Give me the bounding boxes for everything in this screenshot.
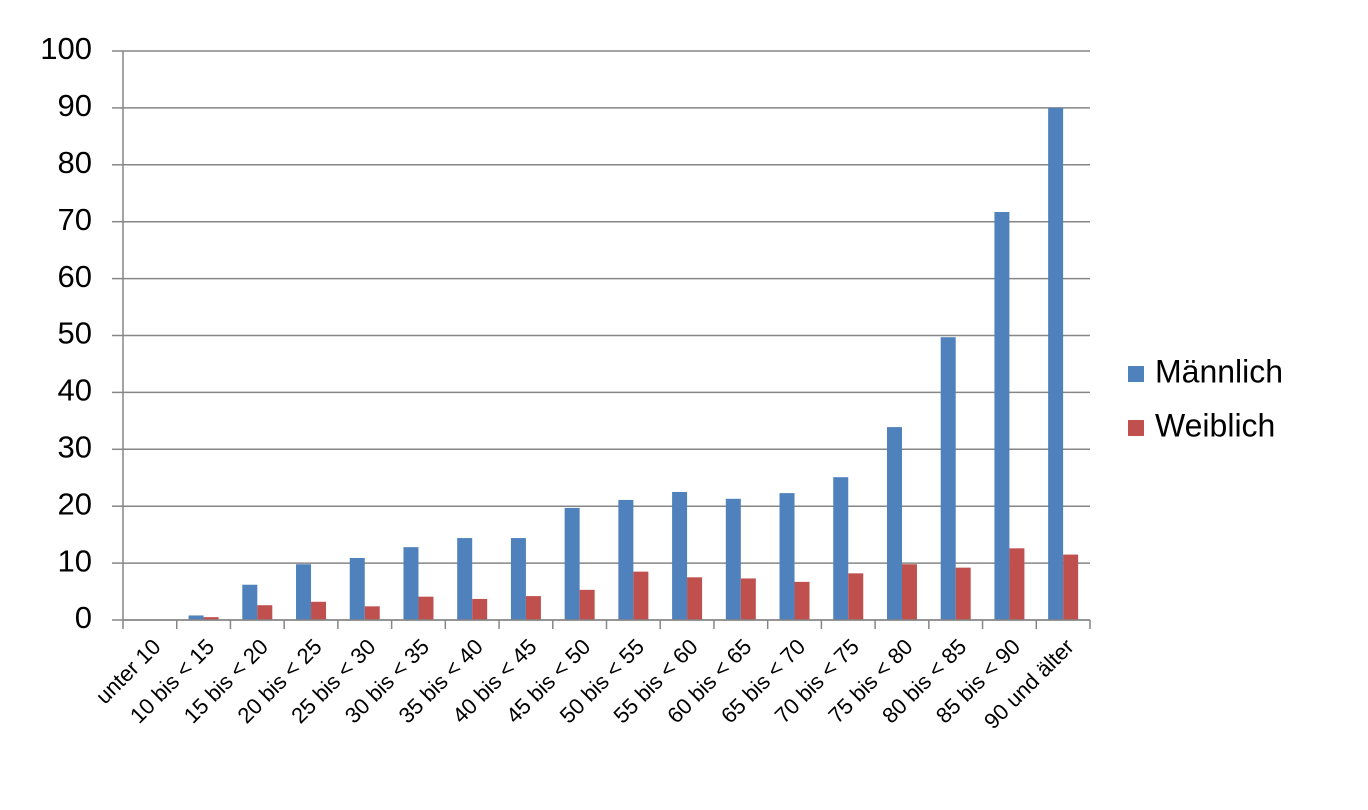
y-tick-label: 90 — [58, 88, 92, 123]
bar — [794, 581, 810, 620]
bar — [457, 538, 473, 620]
legend-label: Männlich — [1155, 353, 1283, 389]
bar — [188, 615, 204, 620]
bar — [242, 584, 258, 620]
bar — [901, 564, 917, 620]
legend-swatch — [1128, 420, 1144, 436]
bar — [833, 477, 849, 620]
bar — [564, 507, 580, 620]
y-tick-label: 100 — [40, 31, 92, 66]
y-tick-label: 80 — [58, 145, 92, 180]
bar — [940, 337, 956, 620]
bar — [886, 427, 902, 620]
legend-swatch — [1128, 366, 1144, 382]
bar — [257, 605, 273, 620]
bar — [848, 573, 864, 620]
bar — [633, 571, 649, 620]
bar — [672, 491, 688, 620]
bar — [618, 499, 634, 620]
y-tick-label: 70 — [58, 202, 92, 237]
bar — [472, 598, 488, 620]
bar — [955, 567, 971, 620]
bar — [1063, 554, 1079, 620]
bar — [740, 578, 756, 620]
bar — [510, 538, 526, 620]
y-tick-label: 40 — [58, 373, 92, 408]
bar — [364, 606, 380, 620]
y-tick-label: 10 — [58, 543, 92, 578]
bar — [579, 589, 595, 620]
bar — [418, 596, 434, 620]
legend-label: Weiblich — [1155, 407, 1275, 443]
y-tick-label: 60 — [58, 259, 92, 294]
bar — [311, 601, 327, 620]
bar — [994, 212, 1010, 621]
y-tick-label: 50 — [58, 316, 92, 351]
bar — [203, 617, 219, 620]
bar — [296, 564, 312, 620]
bar — [779, 493, 795, 620]
bar — [349, 557, 365, 620]
bar — [725, 498, 741, 620]
bar — [1048, 107, 1064, 620]
y-tick-label: 20 — [58, 486, 92, 521]
y-tick-label: 30 — [58, 429, 92, 464]
bar — [687, 577, 703, 620]
bar — [403, 547, 419, 620]
bar — [1009, 548, 1025, 620]
y-tick-label: 0 — [75, 600, 92, 635]
bar — [525, 596, 541, 620]
